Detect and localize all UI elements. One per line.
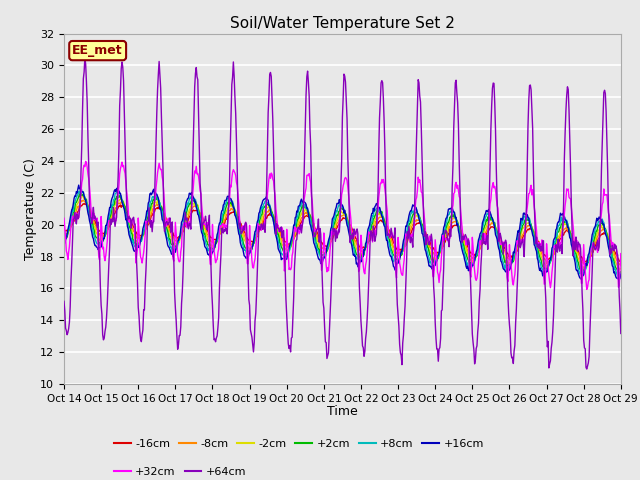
- Title: Soil/Water Temperature Set 2: Soil/Water Temperature Set 2: [230, 16, 455, 31]
- Y-axis label: Temperature (C): Temperature (C): [24, 158, 37, 260]
- Legend: +32cm, +64cm: +32cm, +64cm: [114, 467, 246, 477]
- Text: EE_met: EE_met: [72, 44, 123, 57]
- X-axis label: Time: Time: [327, 405, 358, 418]
